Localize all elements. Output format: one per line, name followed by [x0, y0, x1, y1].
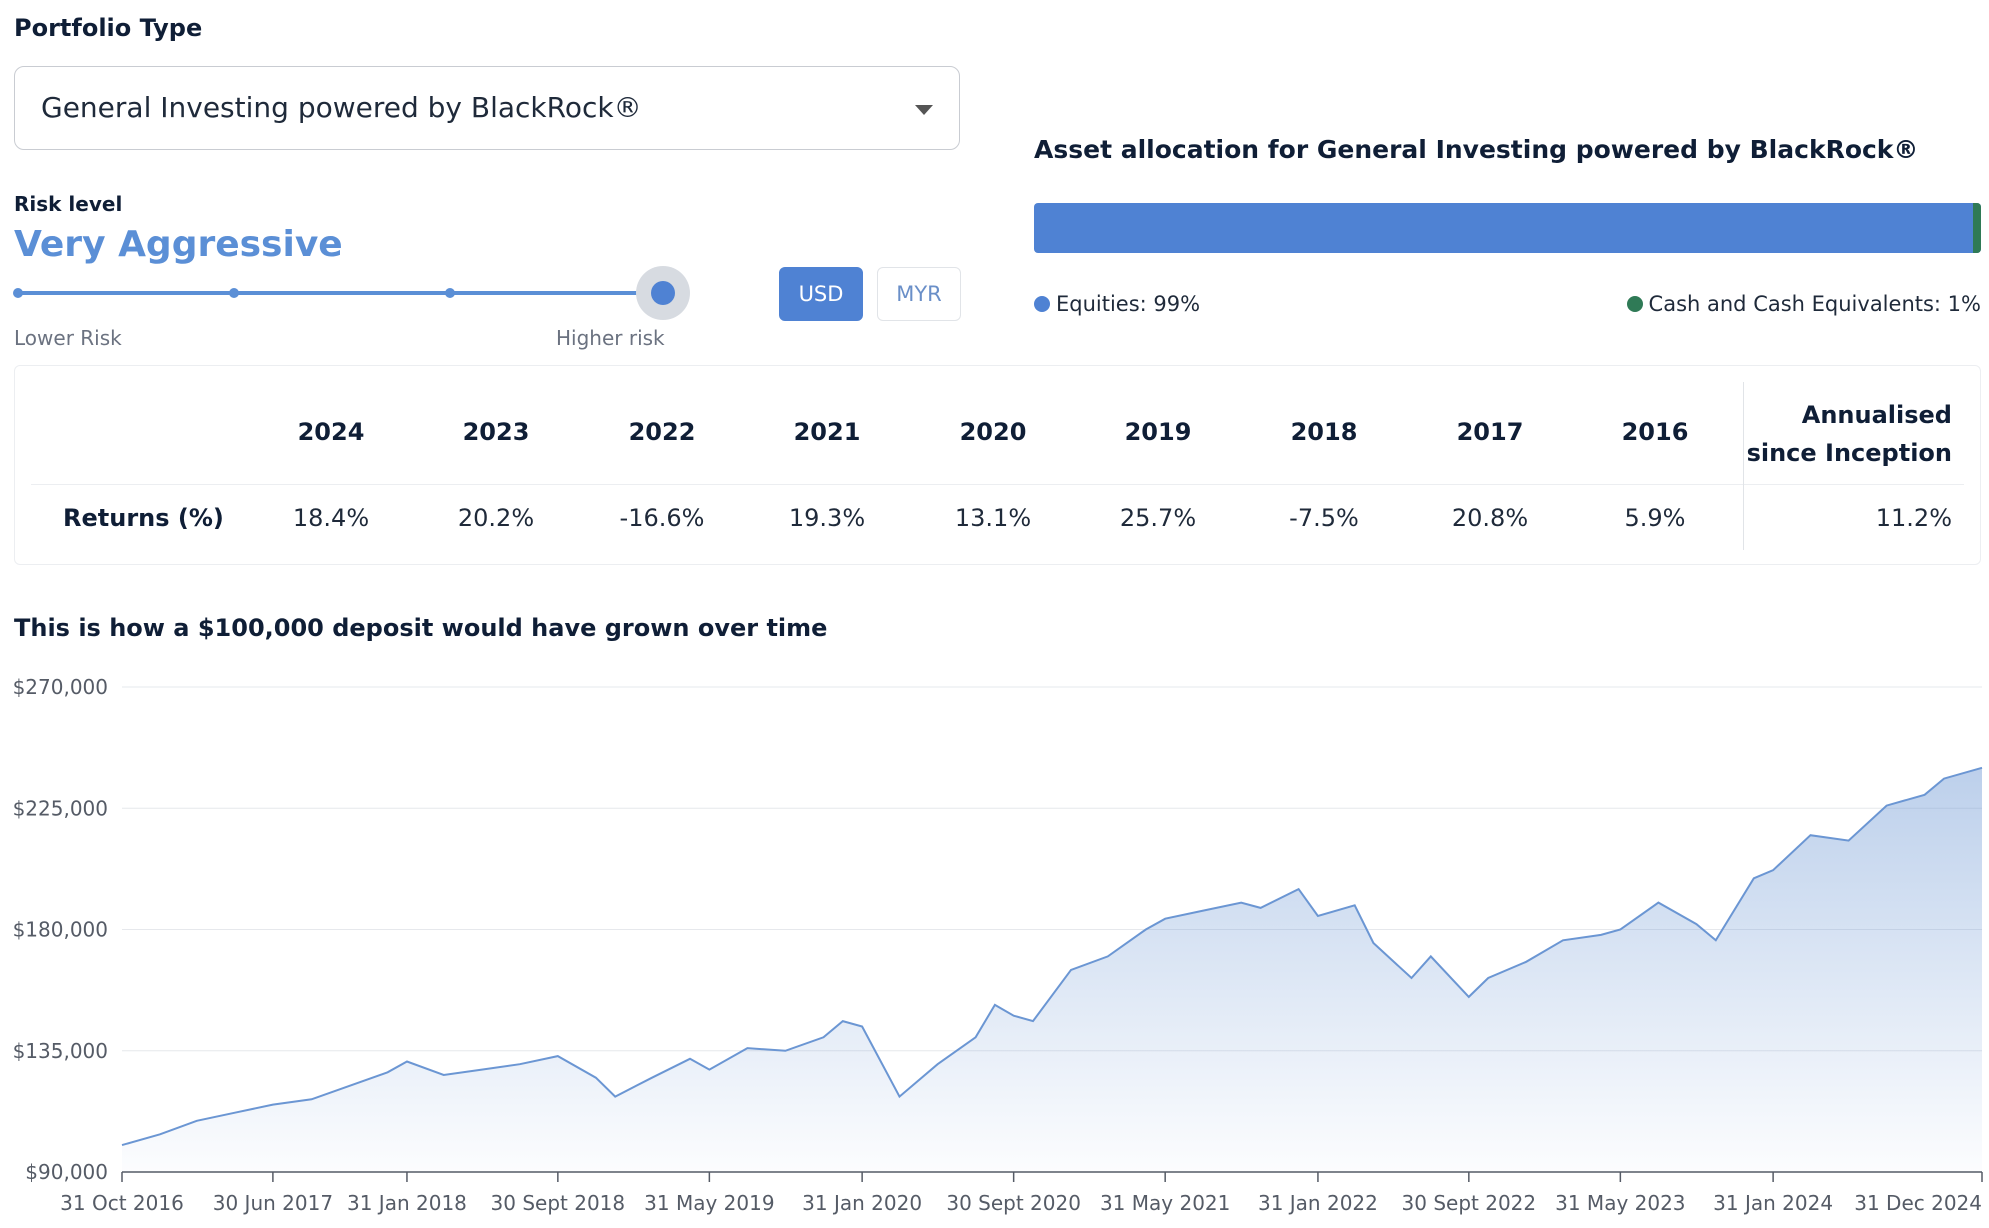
returns-table: 2024 2023 2022 2021 2020 2019 2018 2017 …	[14, 365, 1981, 565]
annualised-header-line1: Annualised	[1801, 401, 1952, 429]
risk-level-slider[interactable]	[0, 258, 720, 328]
x-tick-label: 30 Sept 2022	[1402, 1191, 1537, 1215]
risk-level-value: Very Aggressive	[14, 224, 343, 265]
x-tick-label: 31 May 2021	[1100, 1191, 1230, 1215]
x-tick-label: 30 Jun 2017	[213, 1191, 333, 1215]
x-tick-label: 30 Sept 2018	[491, 1191, 626, 1215]
return-cell: -16.6%	[619, 504, 705, 532]
legend-cash: Cash and Cash Equivalents: 1%	[1626, 292, 1981, 316]
x-tick-label: 31 Dec 2024	[1854, 1191, 1982, 1215]
slider-track[interactable]	[18, 291, 663, 295]
year-header: 2016	[1621, 418, 1689, 446]
x-tick-label: 31 Jan 2020	[802, 1191, 922, 1215]
x-tick-label: 31 Oct 2016	[60, 1191, 184, 1215]
column-divider	[1743, 382, 1744, 550]
year-header: 2019	[1124, 418, 1192, 446]
portfolio-type-label: Portfolio Type	[14, 14, 203, 42]
allocation-cash-segment	[1973, 203, 1981, 253]
higher-risk-label: Higher risk	[556, 326, 665, 350]
annualised-header: Annualised since Inception	[1747, 396, 1952, 472]
return-cell: -7.5%	[1289, 504, 1359, 532]
slider-step-3[interactable]	[445, 288, 455, 298]
y-tick-label: $135,000	[13, 1039, 108, 1063]
year-header: 2022	[628, 418, 696, 446]
x-tick-label: 30 Sept 2020	[946, 1191, 1081, 1215]
risk-level-label: Risk level	[14, 192, 123, 216]
growth-line	[121, 766, 1983, 1147]
return-cell: 20.8%	[1451, 504, 1529, 532]
asset-allocation-title: Asset allocation for General Investing p…	[1034, 135, 1919, 164]
currency-usd-button[interactable]: USD	[779, 267, 863, 321]
year-header: 2018	[1290, 418, 1358, 446]
y-tick-label: $270,000	[13, 675, 108, 699]
growth-area	[122, 767, 1982, 1172]
y-tick-label: $225,000	[13, 796, 108, 820]
y-tick-label: $90,000	[25, 1160, 108, 1184]
portfolio-type-selected-value: General Investing powered by BlackRock®	[41, 91, 642, 124]
year-header: 2017	[1456, 418, 1524, 446]
x-tick-label: 31 Jan 2024	[1713, 1191, 1833, 1215]
x-tick-label: 31 Jan 2018	[347, 1191, 467, 1215]
return-cell: 18.4%	[292, 504, 370, 532]
slider-thumb[interactable]	[651, 281, 675, 305]
returns-row-label: Returns (%)	[63, 504, 224, 532]
chevron-down-icon	[915, 105, 933, 115]
year-header: 2024	[297, 418, 365, 446]
year-header: 2021	[793, 418, 861, 446]
x-tick-label: 31 May 2023	[1555, 1191, 1685, 1215]
return-cell: 13.1%	[954, 504, 1032, 532]
annualised-header-line2: since Inception	[1746, 439, 1952, 467]
return-cell: 19.3%	[788, 504, 866, 532]
lower-risk-label: Lower Risk	[14, 326, 122, 350]
currency-myr-button[interactable]: MYR	[877, 267, 961, 321]
year-header: 2020	[959, 418, 1027, 446]
legend-equities: Equities: 99%	[1034, 292, 1200, 316]
y-tick-label: $180,000	[13, 918, 108, 942]
x-tick-label: 31 Jan 2022	[1258, 1191, 1378, 1215]
portfolio-type-select[interactable]: General Investing powered by BlackRock®	[14, 66, 960, 150]
return-cell: 20.2%	[457, 504, 535, 532]
legend-cash-label: Cash and Cash Equivalents: 1%	[1648, 292, 1981, 316]
row-divider	[31, 484, 1964, 485]
return-cell: 25.7%	[1119, 504, 1197, 532]
slider-step-1[interactable]	[13, 288, 23, 298]
x-tick-label: 31 May 2019	[644, 1191, 774, 1215]
legend-equities-label: Equities: 99%	[1056, 292, 1201, 316]
asset-allocation-bar	[1034, 203, 1981, 253]
growth-chart: $90,000 $135,000 $180,000 $225,000 $270,000 3…	[13, 675, 1983, 1215]
slider-step-2[interactable]	[229, 288, 239, 298]
equities-dot-icon	[1034, 296, 1050, 312]
annualised-return-value: 11.2%	[1875, 504, 1952, 532]
growth-chart-title: This is how a $100,000 deposit would hav…	[14, 614, 828, 642]
cash-dot-icon	[1626, 296, 1643, 312]
return-cell: 5.9%	[1624, 504, 1686, 532]
year-header: 2023	[462, 418, 530, 446]
